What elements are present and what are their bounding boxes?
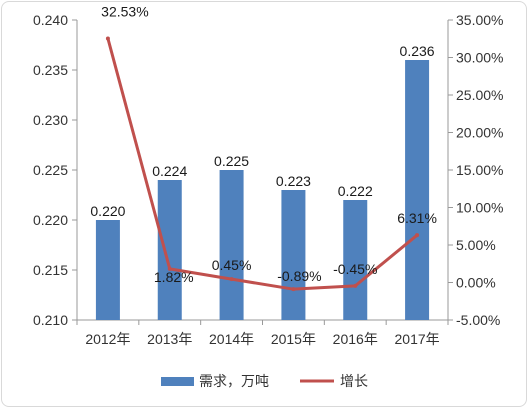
growth-point [353, 283, 358, 288]
line-data-label: 0.45% [212, 257, 252, 273]
y-right-tick-label: 30.00% [456, 50, 503, 66]
bar-data-label: 0.236 [400, 43, 435, 59]
line-data-label: 32.53% [101, 4, 148, 20]
y-right-tick-label: 35.00% [456, 12, 503, 28]
legend-bar-swatch [161, 377, 194, 386]
growth-point [291, 287, 296, 292]
growth-point [167, 266, 172, 271]
bar-data-label: 0.220 [90, 203, 125, 219]
x-tick-label: 2015年 [271, 331, 316, 347]
y-right-tick-label: 10.00% [456, 200, 503, 216]
x-tick-label: 2012年 [85, 331, 130, 347]
growth-point [415, 233, 420, 238]
legend-line-label: 增长 [340, 374, 368, 390]
bar [343, 200, 368, 320]
bar-data-label: 0.224 [152, 163, 187, 179]
y-left-tick-label: 0.210 [33, 312, 68, 328]
line-data-label: -0.45% [333, 261, 377, 277]
bar-data-label: 0.222 [338, 183, 373, 199]
growth-point [105, 36, 110, 41]
line-data-label: -0.89% [277, 268, 321, 284]
bar-data-label: 0.223 [276, 173, 311, 189]
bar [95, 220, 120, 320]
y-left-tick-label: 0.215 [33, 262, 68, 278]
x-tick-label: 2013年 [147, 331, 192, 347]
bar [281, 190, 306, 320]
x-tick-label: 2017年 [395, 331, 440, 347]
line-data-label: 1.82% [154, 269, 194, 285]
growth-point [229, 277, 234, 282]
y-left-tick-label: 0.225 [33, 162, 68, 178]
y-right-tick-label: 25.00% [456, 87, 503, 103]
y-right-tick-label: 5.00% [456, 237, 496, 253]
y-right-tick-label: -5.00% [456, 312, 500, 328]
y-left-tick-label: 0.240 [33, 12, 68, 28]
growth-line [106, 38, 419, 291]
y-left-tick-label: 0.230 [33, 112, 68, 128]
bar [405, 60, 430, 320]
y-left-tick-label: 0.220 [33, 212, 68, 228]
y-left-tick-label: 0.235 [33, 62, 68, 78]
bar [157, 180, 182, 320]
x-tick-label: 2014年 [209, 331, 254, 347]
line-data-label: 6.31% [397, 210, 437, 226]
y-right-tick-label: 15.00% [456, 162, 503, 178]
bar-data-label: 0.225 [214, 153, 249, 169]
legend-bar-label: 需求，万吨 [199, 374, 269, 390]
y-right-tick-label: 20.00% [456, 125, 503, 141]
bar [219, 170, 244, 320]
y-right-tick-label: 0.00% [456, 275, 496, 291]
x-tick-label: 2016年 [333, 331, 378, 347]
